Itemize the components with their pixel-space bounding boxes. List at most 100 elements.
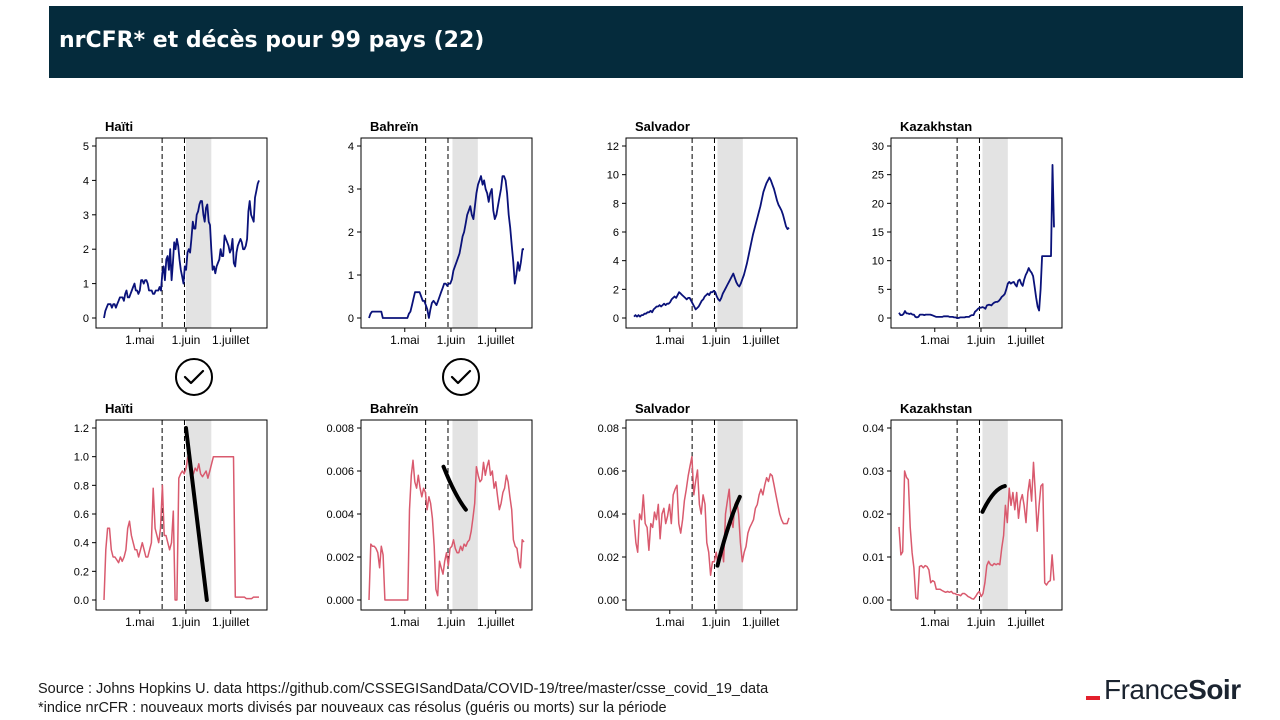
- top-3-title: Salvador: [635, 119, 690, 134]
- logo-text-soir: Soir: [1188, 674, 1241, 705]
- top-2-shade: [452, 138, 478, 328]
- top-4-ytick-label-0: 0: [878, 313, 884, 325]
- bottom-2-ytick-label-3: 0.006: [326, 466, 354, 478]
- top-4-frame: [890, 137, 1063, 329]
- top-1-ytick-label-5: 5: [83, 141, 89, 153]
- bottom-3-ytick-label-0: 0.00: [598, 595, 619, 607]
- bottom-3-ytick-label-4: 0.08: [598, 423, 619, 435]
- top-3-ytick-label-6: 12: [607, 141, 619, 153]
- top-4-title: Kazakhstan: [900, 119, 972, 134]
- bottom-2-ytick-label-0: 0.000: [326, 595, 354, 607]
- footer-notes: Source : Johns Hopkins U. data https://g…: [38, 680, 768, 718]
- page-title: nrCFR* et décès pour 99 pays (22): [59, 28, 485, 53]
- bottom-2-xtick-label-1: 1.juin: [437, 615, 466, 629]
- top-4-ytick-label-5: 25: [872, 170, 884, 182]
- top-3-xtick-label-1: 1.juin: [702, 333, 731, 347]
- bottom-4-shade: [982, 420, 1008, 610]
- top-4-xtick-label-1: 1.juin: [967, 333, 996, 347]
- top-2-xtick-label-1: 1.juin: [437, 333, 466, 347]
- bottom-2-xtick-label-2: 1.juillet: [477, 615, 515, 629]
- top-1-ytick-label-2: 2: [83, 244, 89, 256]
- bottom-2-title: Bahreïn: [370, 401, 418, 416]
- nrcfr-note: *indice nrCFR : nouveaux morts divisés p…: [38, 700, 667, 716]
- bottom-3-ytick-label-3: 0.06: [598, 466, 619, 478]
- bottom-2-frame: [360, 419, 533, 611]
- top-1-ytick-label-4: 4: [83, 175, 89, 187]
- bottom-4-ytick-label-4: 0.04: [863, 423, 884, 435]
- bottom-4-ytick-label-3: 0.03: [863, 466, 884, 478]
- top-1-xtick-label-2: 1.juillet: [212, 333, 250, 347]
- bottom-1-ytick-label-6: 1.2: [74, 423, 89, 435]
- bottom-2-fit-line: [441, 464, 468, 512]
- top-3-xtick-label-0: 1.mai: [655, 333, 684, 347]
- bottom-1-ytick-label-3: 0.6: [74, 509, 89, 521]
- top-4-ytick-label-1: 5: [878, 284, 884, 296]
- top-4-ytick-label-2: 10: [872, 256, 884, 268]
- top-3-series-line: [633, 176, 790, 318]
- bottom-4-xtick-label-1: 1.juin: [967, 615, 996, 629]
- bottom-3-xtick-label-0: 1.mai: [655, 615, 684, 629]
- bottom-3-fit-line: [715, 494, 742, 568]
- bottom-4-xtick-label-2: 1.juillet: [1007, 615, 1045, 629]
- top-1-shade: [185, 138, 212, 328]
- top-3-ytick-label-0: 0: [613, 313, 619, 325]
- top-1-ytick-label-1: 1: [83, 279, 89, 291]
- top-4-shade: [982, 138, 1008, 328]
- bottom-1-ytick-label-0: 0.0: [74, 595, 89, 607]
- bottom-3-xtick-label-2: 1.juillet: [742, 615, 780, 629]
- bottom-1-ytick-label-4: 0.8: [74, 480, 89, 492]
- top-4-xtick-label-0: 1.mai: [920, 333, 949, 347]
- bottom-3-title: Salvador: [635, 401, 690, 416]
- source-text: Source : Johns Hopkins U. data https://g…: [38, 681, 769, 697]
- bottom-3-ytick-label-1: 0.02: [598, 552, 619, 564]
- bottom-3-ytick-label-2: 0.04: [598, 509, 619, 521]
- top-4-series-line: [898, 163, 1055, 319]
- bottom-4-ytick-label-0: 0.00: [863, 595, 884, 607]
- top-1-ytick-label-3: 3: [83, 210, 89, 222]
- top-2-ytick-label-0: 0: [348, 313, 354, 325]
- bottom-1-ytick-label-5: 1.0: [74, 452, 89, 464]
- header-bar: nrCFR* et décès pour 99 pays (22): [49, 6, 1243, 78]
- top-2-ytick-label-3: 3: [348, 184, 354, 196]
- top-2-xtick-label-2: 1.juillet: [477, 333, 515, 347]
- top-2-ytick-label-4: 4: [348, 141, 354, 153]
- bottom-4-frame: [890, 419, 1063, 611]
- top-2-check-icon: [450, 369, 472, 385]
- top-4-ytick-label-4: 20: [872, 198, 884, 210]
- top-3-frame: [625, 137, 798, 329]
- bottom-4-fit-line: [980, 484, 1007, 514]
- top-2-frame: [360, 137, 533, 329]
- bottom-3-frame: [625, 419, 798, 611]
- bottom-2-xtick-label-0: 1.mai: [390, 615, 419, 629]
- top-1-series-line: [103, 180, 260, 319]
- top-1-ytick-label-0: 0: [83, 313, 89, 325]
- top-2-check-circle: [442, 358, 480, 396]
- top-1-check-circle: [175, 358, 213, 396]
- bottom-1-title: Haïti: [105, 401, 133, 416]
- top-3-ytick-label-4: 8: [613, 198, 619, 210]
- top-2-ytick-label-1: 1: [348, 270, 354, 282]
- bottom-4-series-line: [898, 461, 1055, 600]
- top-2-series-line: [368, 175, 524, 319]
- francesoir-logo: FranceSoir: [1086, 674, 1241, 706]
- top-3-ytick-label-5: 10: [607, 170, 619, 182]
- top-3-ytick-label-1: 2: [613, 284, 619, 296]
- top-2-title: Bahreïn: [370, 119, 418, 134]
- bottom-2-ytick-label-2: 0.004: [326, 509, 354, 521]
- logo-red-bar: [1086, 695, 1100, 700]
- bottom-1-ytick-label-2: 0.4: [74, 538, 89, 550]
- logo-text-france: France: [1104, 674, 1189, 705]
- bottom-2-series-line: [368, 459, 525, 601]
- top-2-ytick-label-2: 2: [348, 227, 354, 239]
- bottom-1-fit-line: [183, 426, 209, 602]
- top-1-title: Haïti: [105, 119, 133, 134]
- top-1-check-icon: [183, 369, 205, 385]
- top-1-xtick-label-0: 1.mai: [125, 333, 154, 347]
- bottom-1-series-line: [103, 455, 259, 601]
- bottom-1-ytick-label-1: 0.2: [74, 566, 89, 578]
- bottom-1-xtick-label-0: 1.mai: [125, 615, 154, 629]
- bottom-3-series-line: [633, 455, 790, 576]
- bottom-4-xtick-label-0: 1.mai: [920, 615, 949, 629]
- top-4-ytick-label-6: 30: [872, 141, 884, 153]
